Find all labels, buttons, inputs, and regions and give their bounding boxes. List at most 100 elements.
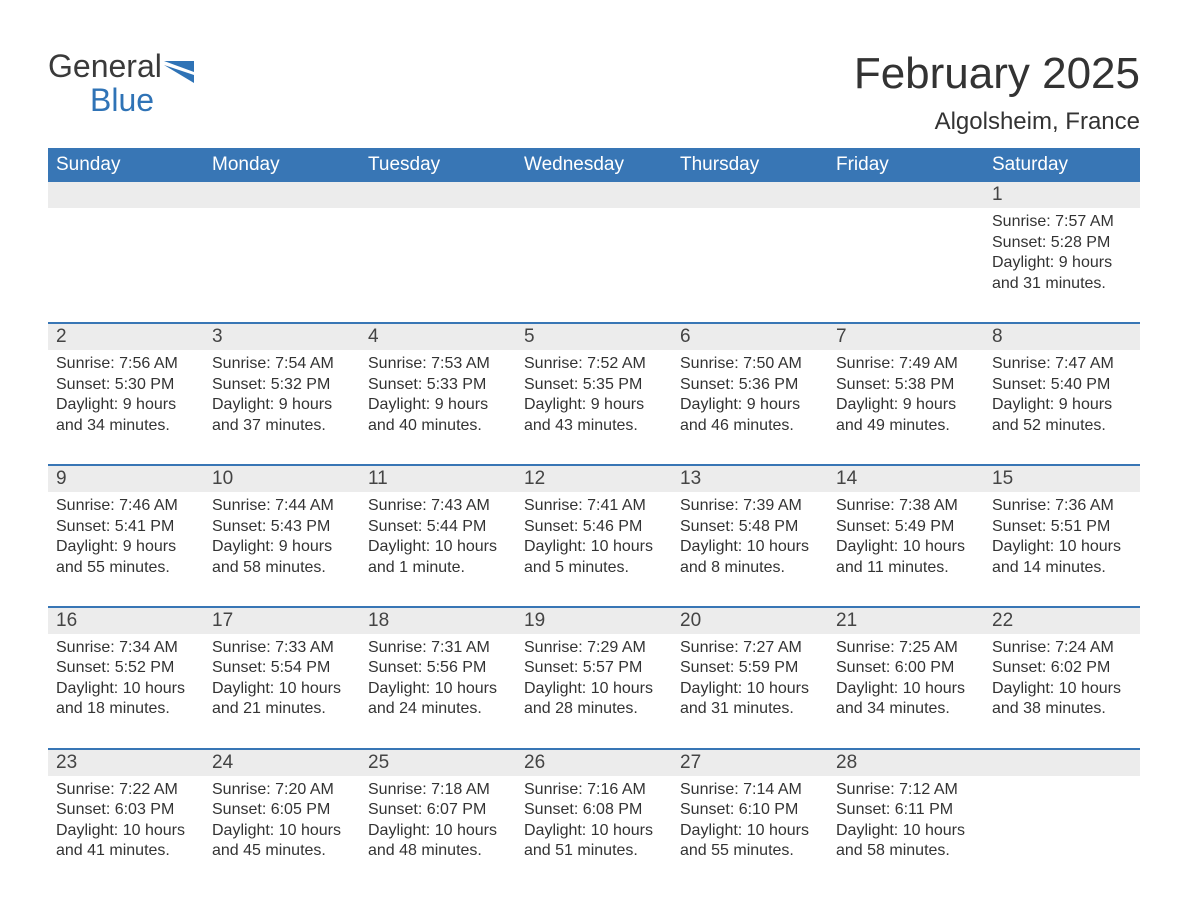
daylight-text: Daylight: 10 hours and 58 minutes. — [836, 821, 978, 862]
sunrise-text: Sunrise: 7:14 AM — [680, 780, 822, 800]
weekday-header-cell: Sunday — [48, 148, 204, 182]
daylight-text: Daylight: 10 hours and 11 minutes. — [836, 537, 978, 578]
sunset-text: Sunset: 5:35 PM — [524, 375, 666, 395]
calendar-day-cell: 19 Sunrise: 7:29 AMSunset: 5:57 PMDayligh… — [516, 608, 672, 730]
day-info: Sunrise: 7:56 AMSunset: 5:30 PMDaylight:… — [54, 354, 198, 436]
daylight-text: Daylight: 10 hours and 41 minutes. — [56, 821, 198, 862]
sunset-text: Sunset: 6:10 PM — [680, 800, 822, 820]
day-number: 18 — [360, 608, 516, 634]
calendar-day-cell: 9Sunrise: 7:46 AMSunset: 5:41 PMDaylight… — [48, 466, 204, 588]
calendar-day-cell: 15Sunrise: 7:36 AMSunset: 5:51 PMDayligh… — [984, 466, 1140, 588]
day-number: 21 — [828, 608, 984, 634]
day-number — [48, 182, 204, 208]
sunset-text: Sunset: 5:48 PM — [680, 517, 822, 537]
sunrise-text: Sunrise: 7:53 AM — [368, 354, 510, 374]
sunset-text: Sunset: 5:41 PM — [56, 517, 198, 537]
day-info: Sunrise: 7:31 AMSunset: 5:56 PMDaylight:… — [366, 638, 510, 720]
sunrise-text: Sunrise: 7:18 AM — [368, 780, 510, 800]
day-info: Sunrise: 7:54 AMSunset: 5:32 PMDaylight:… — [210, 354, 354, 436]
calendar-day-cell: 28 Sunrise: 7:12 AMSunset: 6:11 PMDayligh… — [828, 750, 984, 872]
sunrise-text: Sunrise: 7:52 AM — [524, 354, 666, 374]
day-number: 23 — [48, 750, 204, 776]
sunset-text: Sunset: 5:32 PM — [212, 375, 354, 395]
day-info: Sunrise: 7:52 AMSunset: 5:35 PMDaylight:… — [522, 354, 666, 436]
sunset-text: Sunset: 5:36 PM — [680, 375, 822, 395]
day-number: 13 — [672, 466, 828, 492]
calendar-day-cell: 7Sunrise: 7:49 AMSunset: 5:38 PMDaylight… — [828, 324, 984, 446]
sunrise-text: Sunrise: 7:27 AM — [680, 638, 822, 658]
calendar-day-cell: 12Sunrise: 7:41 AMSunset: 5:46 PMDayligh… — [516, 466, 672, 588]
sunset-text: Sunset: 5:44 PM — [368, 517, 510, 537]
calendar-day-cell — [828, 182, 984, 304]
weekday-header-cell: Thursday — [672, 148, 828, 182]
day-number — [516, 182, 672, 208]
sunrise-text: Sunrise: 7:29 AM — [524, 638, 666, 658]
calendar-day-cell: 20Sunrise: 7:27 AMSunset: 5:59 PMDayligh… — [672, 608, 828, 730]
sunrise-text: Sunrise: 7:47 AM — [992, 354, 1134, 374]
day-info: Sunrise: 7:33 AMSunset: 5:54 PMDaylight:… — [210, 638, 354, 720]
sunrise-text: Sunrise: 7:49 AM — [836, 354, 978, 374]
calendar-week: 9Sunrise: 7:46 AMSunset: 5:41 PMDaylight… — [48, 464, 1140, 588]
calendar-week: 16Sunrise: 7:34 AMSunset: 5:52 PMDayligh… — [48, 606, 1140, 730]
logo-line1: General — [48, 48, 162, 84]
weekday-header-cell: Wednesday — [516, 148, 672, 182]
sunrise-text: Sunrise: 7:38 AM — [836, 496, 978, 516]
sunset-text: Sunset: 6:03 PM — [56, 800, 198, 820]
sunset-text: Sunset: 5:52 PM — [56, 658, 198, 678]
sunset-text: Sunset: 5:54 PM — [212, 658, 354, 678]
daylight-text: Daylight: 10 hours and 55 minutes. — [680, 821, 822, 862]
sunrise-text: Sunrise: 7:46 AM — [56, 496, 198, 516]
daylight-text: Daylight: 10 hours and 28 minutes. — [524, 679, 666, 720]
logo-text: General Blue — [48, 50, 194, 117]
daylight-text: Daylight: 10 hours and 1 minute. — [368, 537, 510, 578]
location-label: Algolsheim, France — [854, 108, 1140, 136]
day-number: 19 — [516, 608, 672, 634]
sunset-text: Sunset: 6:11 PM — [836, 800, 978, 820]
calendar-day-cell — [204, 182, 360, 304]
calendar-day-cell: 4Sunrise: 7:53 AMSunset: 5:33 PMDaylight… — [360, 324, 516, 446]
day-number: 5 — [516, 324, 672, 350]
day-number: 25 — [360, 750, 516, 776]
day-number: 28 — [828, 750, 984, 776]
sunset-text: Sunset: 5:57 PM — [524, 658, 666, 678]
daylight-text: Daylight: 9 hours and 37 minutes. — [212, 395, 354, 436]
day-info: Sunrise: 7:14 AMSunset: 6:10 PMDaylight:… — [678, 780, 822, 862]
daylight-text: Daylight: 10 hours and 45 minutes. — [212, 821, 354, 862]
day-info: Sunrise: 7:12 AMSunset: 6:11 PMDaylight:… — [834, 780, 978, 862]
sunrise-text: Sunrise: 7:44 AM — [212, 496, 354, 516]
calendar-grid: SundayMondayTuesdayWednesdayThursdayFrid… — [48, 148, 1140, 871]
daylight-text: Daylight: 10 hours and 21 minutes. — [212, 679, 354, 720]
daylight-text: Daylight: 9 hours and 46 minutes. — [680, 395, 822, 436]
day-info: Sunrise: 7:50 AMSunset: 5:36 PMDaylight:… — [678, 354, 822, 436]
calendar-day-cell: 3Sunrise: 7:54 AMSunset: 5:32 PMDaylight… — [204, 324, 360, 446]
calendar-week: 1Sunrise: 7:57 AMSunset: 5:28 PMDaylight… — [48, 182, 1140, 304]
weekday-header-cell: Friday — [828, 148, 984, 182]
day-number: 6 — [672, 324, 828, 350]
day-info: Sunrise: 7:39 AMSunset: 5:48 PMDaylight:… — [678, 496, 822, 578]
sunset-text: Sunset: 6:05 PM — [212, 800, 354, 820]
calendar-day-cell: 18 Sunrise: 7:31 AMSunset: 5:56 PMDayligh… — [360, 608, 516, 730]
calendar-week: 23Sunrise: 7:22 AMSunset: 6:03 PMDayligh… — [48, 748, 1140, 872]
daylight-text: Daylight: 10 hours and 34 minutes. — [836, 679, 978, 720]
day-info: Sunrise: 7:16 AMSunset: 6:08 PMDaylight:… — [522, 780, 666, 862]
daylight-text: Daylight: 10 hours and 51 minutes. — [524, 821, 666, 862]
daylight-text: Daylight: 10 hours and 24 minutes. — [368, 679, 510, 720]
day-number: 14 — [828, 466, 984, 492]
daylight-text: Daylight: 9 hours and 40 minutes. — [368, 395, 510, 436]
weekday-header-cell: Monday — [204, 148, 360, 182]
day-number: 15 — [984, 466, 1140, 492]
sunset-text: Sunset: 6:07 PM — [368, 800, 510, 820]
day-number — [828, 182, 984, 208]
logo: General Blue — [48, 50, 194, 117]
sunrise-text: Sunrise: 7:12 AM — [836, 780, 978, 800]
day-info: Sunrise: 7:27 AMSunset: 5:59 PMDaylight:… — [678, 638, 822, 720]
day-info: Sunrise: 7:22 AMSunset: 6:03 PMDaylight:… — [54, 780, 198, 862]
day-info: Sunrise: 7:25 AMSunset: 6:00 PMDaylight:… — [834, 638, 978, 720]
day-number: 17 — [204, 608, 360, 634]
day-number: 12 — [516, 466, 672, 492]
sunrise-text: Sunrise: 7:25 AM — [836, 638, 978, 658]
sunrise-text: Sunrise: 7:22 AM — [56, 780, 198, 800]
sunset-text: Sunset: 5:40 PM — [992, 375, 1134, 395]
day-info: Sunrise: 7:53 AMSunset: 5:33 PMDaylight:… — [366, 354, 510, 436]
calendar-day-cell: 8Sunrise: 7:47 AMSunset: 5:40 PMDaylight… — [984, 324, 1140, 446]
